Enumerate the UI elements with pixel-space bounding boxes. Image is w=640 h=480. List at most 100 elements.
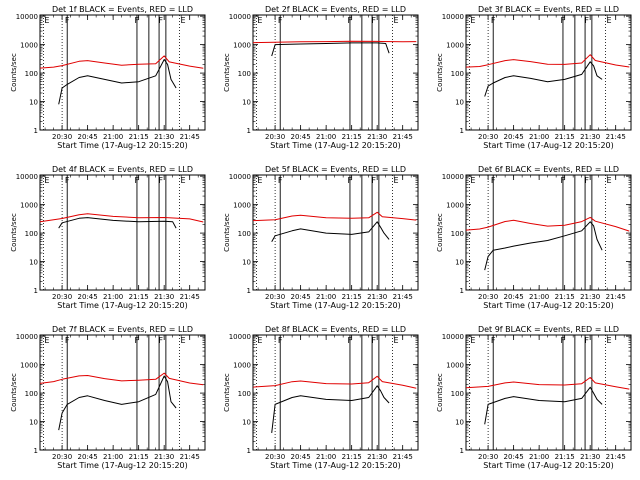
y-tick-label: 1 bbox=[247, 447, 251, 455]
y-tick-label: 10 bbox=[455, 99, 464, 107]
flag-marker: F bbox=[491, 336, 496, 345]
y-tick-label: 1 bbox=[460, 287, 464, 295]
y-tick-label: 100 bbox=[238, 230, 251, 238]
lld-series-line bbox=[465, 54, 630, 68]
y-tick-label: 1 bbox=[34, 127, 38, 135]
plot-frame bbox=[465, 174, 632, 291]
y-tick-label: 1000 bbox=[20, 202, 38, 210]
x-axis-label: Start Time (17-Aug-12 20:15:20) bbox=[270, 301, 401, 310]
x-tick-label: 20:30 bbox=[265, 293, 285, 301]
plot-frame bbox=[465, 14, 632, 131]
y-axis-label: Counts/sec bbox=[223, 373, 231, 412]
flag-marker: E bbox=[180, 16, 185, 25]
x-tick-label: 21:15 bbox=[555, 293, 575, 301]
flag-marker: F bbox=[491, 16, 496, 25]
x-tick-label: 20:30 bbox=[478, 133, 498, 141]
flag-marker: F bbox=[584, 176, 589, 185]
x-tick-label: 21:15 bbox=[555, 453, 575, 461]
x-tick-label: 21:30 bbox=[580, 293, 600, 301]
events-series-line bbox=[484, 386, 603, 425]
y-tick-label: 100 bbox=[451, 230, 464, 238]
x-tick-label: 21:30 bbox=[367, 293, 387, 301]
x-tick-label: 21:15 bbox=[129, 293, 149, 301]
y-tick-label: 10000 bbox=[442, 333, 464, 341]
panel-det-4: Det 4f BLACK = Events, RED = LLD 1 10 100 10… bbox=[10, 165, 206, 310]
plot-frame bbox=[252, 174, 419, 291]
x-tick-label: 20:45 bbox=[504, 293, 524, 301]
x-tick-label: 21:15 bbox=[342, 293, 362, 301]
y-tick-label: 10000 bbox=[16, 173, 38, 181]
x-tick-label: 20:45 bbox=[78, 133, 98, 141]
flag-marker: F bbox=[278, 16, 283, 25]
x-axis-label: Start Time (17-Aug-12 20:15:20) bbox=[57, 461, 188, 470]
x-tick-label: 20:30 bbox=[478, 293, 498, 301]
x-tick-label: 20:30 bbox=[52, 453, 72, 461]
y-tick-label: 1000 bbox=[20, 42, 38, 50]
y-tick-label: 100 bbox=[25, 390, 38, 398]
x-tick-label: 21:15 bbox=[555, 133, 575, 141]
flag-marker: F bbox=[278, 176, 283, 185]
y-tick-label: 1 bbox=[247, 287, 251, 295]
y-tick-label: 1000 bbox=[446, 42, 464, 50]
x-tick-label: 21:30 bbox=[154, 453, 174, 461]
y-tick-label: 10 bbox=[242, 419, 251, 427]
plot-frame bbox=[252, 334, 419, 451]
y-tick-label: 100 bbox=[238, 390, 251, 398]
flag-marker: F bbox=[278, 336, 283, 345]
y-axis-label: Counts/sec bbox=[10, 53, 18, 92]
x-tick-label: 21:45 bbox=[393, 133, 413, 141]
y-axis-label: Counts/sec bbox=[436, 213, 444, 252]
panel-title: Det 1f BLACK = Events, RED = LLD bbox=[52, 5, 193, 14]
y-tick-label: 10000 bbox=[442, 173, 464, 181]
flag-marker: F bbox=[371, 16, 376, 25]
flag-marker: F bbox=[65, 176, 70, 185]
x-tick-label: 21:45 bbox=[180, 453, 200, 461]
y-tick-label: 1 bbox=[34, 447, 38, 455]
flag-marker: F bbox=[158, 176, 163, 185]
flag-marker: E bbox=[257, 336, 262, 345]
flag-marker: E bbox=[180, 336, 185, 345]
lld-series-line bbox=[465, 377, 630, 390]
x-tick-label: 21:15 bbox=[342, 133, 362, 141]
y-tick-label: 1000 bbox=[233, 202, 251, 210]
flag-marker: F bbox=[561, 336, 566, 345]
y-axis-label: Counts/sec bbox=[10, 213, 18, 252]
x-tick-label: 21:45 bbox=[606, 293, 626, 301]
panel-det-2: Det 2f BLACK = Events, RED = LLD 1 10 100 10… bbox=[223, 5, 419, 150]
flag-marker: E bbox=[393, 336, 398, 345]
x-tick-label: 21:30 bbox=[580, 453, 600, 461]
lld-series-line bbox=[39, 213, 204, 223]
x-tick-label: 21:15 bbox=[129, 133, 149, 141]
flag-marker: F bbox=[135, 16, 140, 25]
panel-title: Det 3f BLACK = Events, RED = LLD bbox=[478, 5, 619, 14]
events-series-line bbox=[58, 59, 177, 105]
x-axis-label: Start Time (17-Aug-12 20:15:20) bbox=[57, 141, 188, 150]
events-series-line bbox=[484, 221, 603, 271]
events-series-line bbox=[58, 375, 177, 431]
flag-marker: E bbox=[44, 176, 49, 185]
panel-title: Det 5f BLACK = Events, RED = LLD bbox=[265, 165, 406, 174]
x-tick-label: 20:45 bbox=[291, 453, 311, 461]
y-tick-label: 100 bbox=[451, 70, 464, 78]
flag-marker: F bbox=[371, 176, 376, 185]
y-axis-label: Counts/sec bbox=[436, 53, 444, 92]
y-tick-label: 1000 bbox=[20, 362, 38, 370]
events-series-line bbox=[58, 217, 177, 229]
lld-series-line bbox=[252, 40, 417, 44]
x-tick-label: 21:00 bbox=[316, 453, 336, 461]
y-tick-label: 1000 bbox=[233, 42, 251, 50]
panel-title: Det 7f BLACK = Events, RED = LLD bbox=[52, 325, 193, 334]
y-tick-label: 1 bbox=[460, 447, 464, 455]
x-tick-label: 20:30 bbox=[52, 133, 72, 141]
plot-frame bbox=[465, 334, 632, 451]
flag-marker: F bbox=[348, 176, 353, 185]
flag-marker: F bbox=[158, 336, 163, 345]
x-tick-label: 21:45 bbox=[393, 293, 413, 301]
y-tick-label: 10000 bbox=[229, 333, 251, 341]
flag-marker: F bbox=[65, 336, 70, 345]
flag-marker: F bbox=[584, 16, 589, 25]
y-axis-label: Counts/sec bbox=[223, 213, 231, 252]
y-tick-label: 10000 bbox=[229, 173, 251, 181]
y-tick-label: 100 bbox=[238, 70, 251, 78]
panel-det-6: Det 6f BLACK = Events, RED = LLD 1 10 100 10… bbox=[436, 165, 632, 310]
